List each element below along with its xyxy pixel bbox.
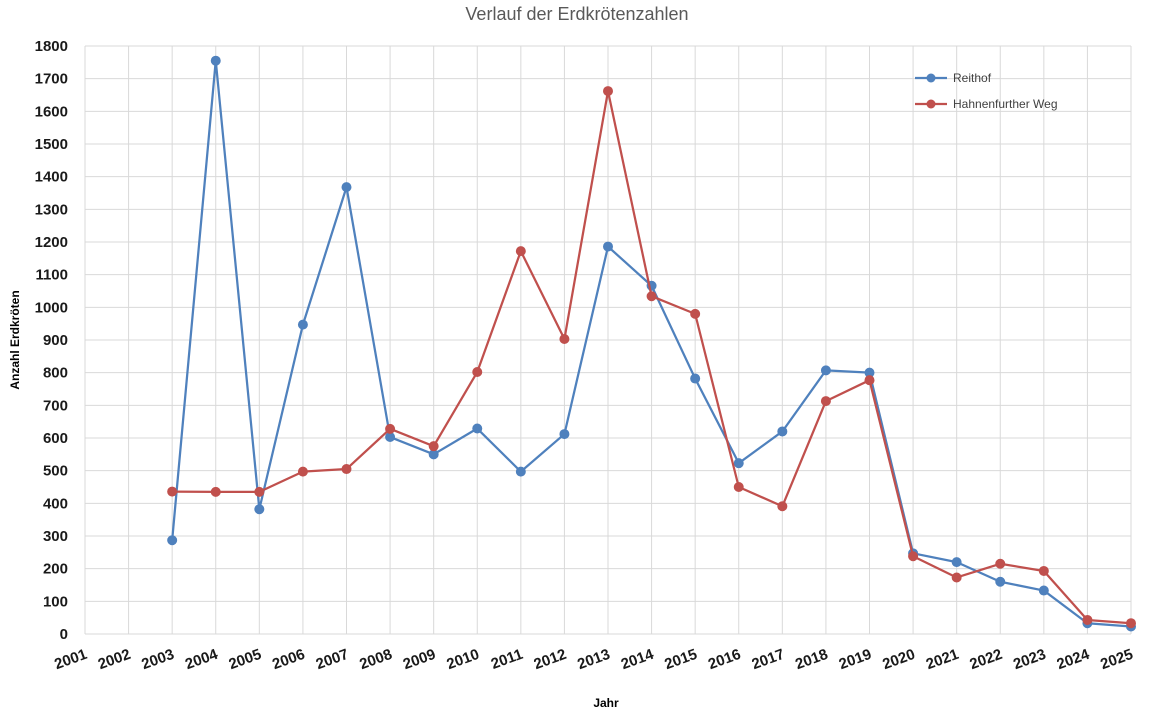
x-tick-label: 2012: [532, 646, 569, 673]
x-tick-label: 2014: [619, 646, 657, 674]
y-tick-label: 0: [60, 626, 68, 643]
chart-title: Verlauf der Erdkrötenzahlen: [465, 4, 688, 24]
legend-marker: [926, 73, 936, 83]
x-tick-label: 2004: [183, 646, 221, 674]
axes: 0 100 200 300 400 500 600 700 800 900 1000 1100 1200…: [35, 38, 1136, 673]
data-point: [559, 334, 570, 345]
x-tick-label: 2025: [1098, 646, 1135, 673]
data-point: [210, 55, 221, 66]
x-axis-title: Jahr: [593, 696, 619, 710]
x-tick-label: 2024: [1055, 646, 1093, 674]
x-tick-label: 2001: [52, 646, 89, 673]
data-point: [167, 486, 178, 497]
data-point: [646, 291, 657, 302]
y-tick-label: 1400: [35, 169, 68, 186]
data-point: [951, 557, 962, 568]
data-point: [951, 572, 962, 583]
y-tick-label: 1800: [35, 38, 68, 55]
y-axis-title: Anzahl Erdkröten: [8, 290, 22, 389]
data-point: [690, 373, 701, 384]
y-tick-label: 1300: [35, 201, 68, 218]
data-point: [210, 486, 221, 497]
x-tick-label: 2019: [837, 646, 874, 673]
x-tick-label: 2002: [96, 646, 133, 673]
data-point: [908, 551, 919, 562]
data-point: [385, 432, 396, 443]
x-tick-label: 2006: [270, 646, 307, 673]
x-tick-label: 2007: [314, 646, 351, 673]
x-tick-label: 2022: [967, 646, 1004, 673]
series: [167, 55, 1136, 632]
y-tick-label: 600: [43, 430, 68, 447]
data-point: [864, 375, 875, 386]
data-point: [428, 449, 439, 460]
data-point: [341, 464, 352, 475]
data-point: [1126, 618, 1136, 629]
x-tick-label: 2021: [924, 646, 961, 673]
data-point: [733, 458, 744, 469]
data-point: [428, 441, 439, 452]
data-point: [995, 576, 1006, 587]
data-point: [603, 241, 613, 252]
legend-marker: [926, 99, 936, 109]
x-tick-label: 2023: [1011, 646, 1048, 673]
data-point: [297, 466, 308, 477]
legend: Reithof Hahnenfurther Weg: [915, 71, 1058, 111]
x-tick-label: 2016: [706, 646, 743, 673]
data-point: [777, 426, 788, 437]
x-tick-label: 2018: [793, 646, 830, 673]
data-point: [1038, 565, 1049, 576]
y-tick-label: 1100: [35, 267, 68, 284]
data-point: [995, 558, 1006, 569]
data-point: [515, 466, 526, 477]
data-point: [297, 319, 308, 330]
x-tick-label: 2010: [444, 646, 481, 673]
y-tick-label: 300: [43, 528, 68, 545]
x-tick-label: 2020: [880, 646, 917, 673]
data-point: [690, 308, 701, 319]
data-point: [559, 429, 570, 440]
data-point: [1038, 585, 1049, 596]
data-point: [820, 365, 831, 376]
data-point: [820, 396, 831, 407]
data-point: [777, 501, 788, 512]
series-0: [167, 55, 1136, 632]
y-tick-label: 1200: [35, 234, 68, 251]
data-point: [167, 535, 178, 546]
y-tick-label: 1600: [35, 103, 68, 120]
x-tick-label: 2015: [662, 646, 699, 673]
data-point: [472, 423, 483, 434]
x-tick-label: 2003: [139, 646, 176, 673]
y-tick-label: 1500: [35, 136, 68, 153]
x-tick-label: 2009: [401, 646, 438, 673]
x-tick-label: 2008: [357, 646, 394, 673]
x-tick-label: 2013: [575, 646, 612, 673]
y-tick-label: 700: [43, 397, 68, 414]
y-tick-label: 1000: [35, 299, 68, 316]
data-point: [385, 423, 396, 434]
y-tick-label: 1700: [35, 71, 68, 88]
legend-label: Reithof: [953, 71, 992, 85]
data-point: [515, 246, 526, 257]
y-tick-label: 500: [43, 463, 68, 480]
data-point: [472, 367, 483, 378]
legend-label: Hahnenfurther Weg: [953, 97, 1058, 111]
data-point: [603, 86, 613, 97]
x-tick-label: 2011: [489, 646, 525, 673]
data-point: [1082, 614, 1093, 625]
y-tick-label: 900: [43, 332, 68, 349]
y-tick-label: 400: [43, 495, 68, 512]
data-point: [341, 182, 352, 193]
data-point: [254, 504, 265, 515]
x-tick-label: 2005: [227, 646, 264, 673]
data-point: [733, 482, 744, 492]
data-point: [254, 486, 265, 497]
x-tick-label: 2017: [750, 646, 787, 673]
y-tick-label: 100: [43, 593, 68, 610]
y-tick-label: 200: [43, 561, 68, 578]
y-tick-label: 800: [43, 365, 68, 382]
series-1: [167, 86, 1136, 629]
